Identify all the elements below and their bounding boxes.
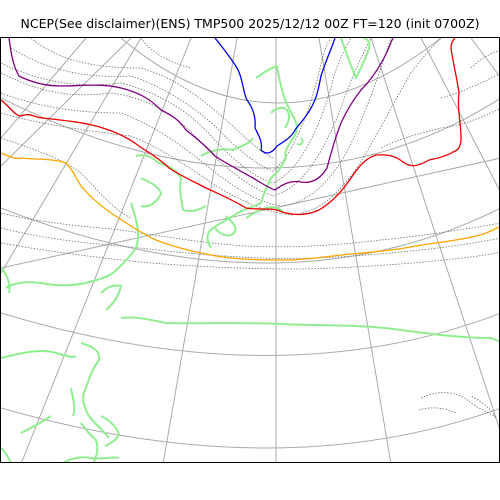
map-panel: [0, 37, 500, 463]
minor-isotherm: [1, 38, 372, 197]
coastline: [20, 415, 52, 434]
coastline: [70, 387, 76, 417]
coastline: [1, 349, 77, 359]
coastline: [135, 154, 207, 213]
coastline: [140, 177, 162, 208]
minor-isotherm: [1, 242, 499, 270]
coastline: [214, 215, 237, 237]
orange-isotherm: [1, 152, 499, 261]
longitude-line: [162, 38, 238, 462]
longitude-line: [1, 157, 499, 269]
longitude-line: [1, 38, 142, 274]
coastline: [120, 316, 499, 343]
latitude-line: [1, 312, 499, 356]
coastline: [80, 422, 99, 462]
minor-isotherm: [30, 38, 274, 159]
minor-isotherm: [1, 38, 352, 184]
map-title: NCEP(See disclaimer)(ENS) TMP500 2025/12…: [20, 16, 480, 31]
longitude-line: [318, 38, 392, 462]
graticule: [1, 38, 499, 462]
longitude-line: [1, 38, 87, 139]
coastline: [62, 456, 120, 462]
red-isotherm: [1, 38, 462, 216]
coastline: [206, 65, 298, 249]
minor-isotherm: [420, 392, 497, 419]
latitude-line: [1, 407, 499, 449]
minor-isotherm: [1, 38, 392, 207]
coastline: [270, 106, 291, 129]
coastline: [296, 137, 304, 146]
map-svg: [1, 38, 499, 462]
longitude-line: [420, 38, 499, 191]
coastline: [100, 284, 122, 311]
minor-isotherm: [1, 38, 442, 216]
coastline: [100, 415, 120, 447]
minor-isotherm: [1, 137, 132, 219]
minor-isotherm: [140, 38, 192, 69]
coastline: [5, 202, 140, 289]
latitude-line: [1, 207, 499, 264]
coastline: [245, 206, 284, 219]
coastlines: [1, 38, 499, 462]
minor-isotherm: [470, 50, 499, 69]
minor-isotherm: [1, 227, 499, 259]
minor-isotherm: [380, 108, 499, 149]
longitude-line: [470, 38, 499, 77]
longitude-line: [370, 38, 499, 429]
coastline: [1, 447, 12, 462]
coastline: [200, 137, 254, 157]
minor-isotherm: [418, 407, 457, 414]
longitude-line: [21, 38, 192, 462]
blue-isotherm: [214, 38, 336, 154]
purple-isotherm: [8, 38, 394, 191]
coastline: [1, 267, 11, 294]
longitude-line: [1, 38, 132, 167]
latitude-line: [120, 38, 442, 104]
coastline: [80, 342, 110, 439]
minor-isotherm: [10, 38, 332, 172]
minor-isotherms: [1, 38, 499, 419]
latitude-line: [1, 97, 499, 169]
minor-isotherm: [1, 212, 499, 248]
coastline: [340, 38, 371, 79]
